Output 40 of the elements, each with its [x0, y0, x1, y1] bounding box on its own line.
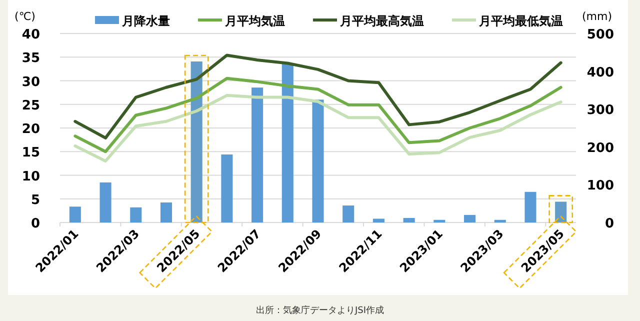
y2-tick-label: 300 — [586, 103, 614, 118]
y2-tick-label: 0 — [604, 216, 614, 232]
y-tick-label: 20 — [22, 122, 40, 137]
bar — [494, 220, 506, 222]
y-tick-label: 0 — [30, 216, 40, 232]
bar — [312, 100, 324, 222]
bar — [100, 182, 112, 222]
bar — [69, 206, 81, 222]
y2-axis-title: (mm) — [582, 10, 612, 23]
legend-label: 月平均最低気温 — [478, 14, 563, 28]
line-series — [74, 76, 562, 154]
bar — [282, 64, 294, 222]
bar — [464, 214, 476, 222]
y-tick-label: 25 — [22, 98, 40, 114]
line-series — [74, 54, 562, 140]
legend-label: 月降水量 — [121, 14, 170, 28]
y2-tick-label: 500 — [586, 28, 614, 42]
y-tick-label: 10 — [22, 169, 40, 184]
y2-tick-label: 400 — [586, 65, 614, 80]
bar — [252, 88, 264, 222]
text: 出所：気象庁データよりJSI作成 — [256, 305, 384, 316]
bar — [130, 207, 142, 222]
bar — [160, 202, 172, 222]
y-tick-label: 40 — [22, 28, 40, 42]
y-axis-title: (℃) — [14, 10, 36, 23]
bar — [434, 220, 446, 222]
legend-label: 月平均気温 — [224, 14, 285, 28]
y2-tick-label: 200 — [586, 140, 614, 156]
bar — [403, 218, 415, 222]
bar — [342, 205, 354, 222]
legend-label: 月平均最高気温 — [339, 14, 424, 28]
line-series — [74, 94, 562, 163]
y-tick-label: 35 — [22, 51, 40, 66]
y2-tick-label: 100 — [586, 178, 614, 194]
bar — [524, 192, 536, 222]
bar — [372, 218, 384, 222]
y-tick-label: 5 — [30, 192, 40, 208]
y-tick-label: 15 — [22, 146, 40, 161]
y-tick-label: 30 — [22, 74, 40, 90]
bar — [221, 154, 233, 222]
